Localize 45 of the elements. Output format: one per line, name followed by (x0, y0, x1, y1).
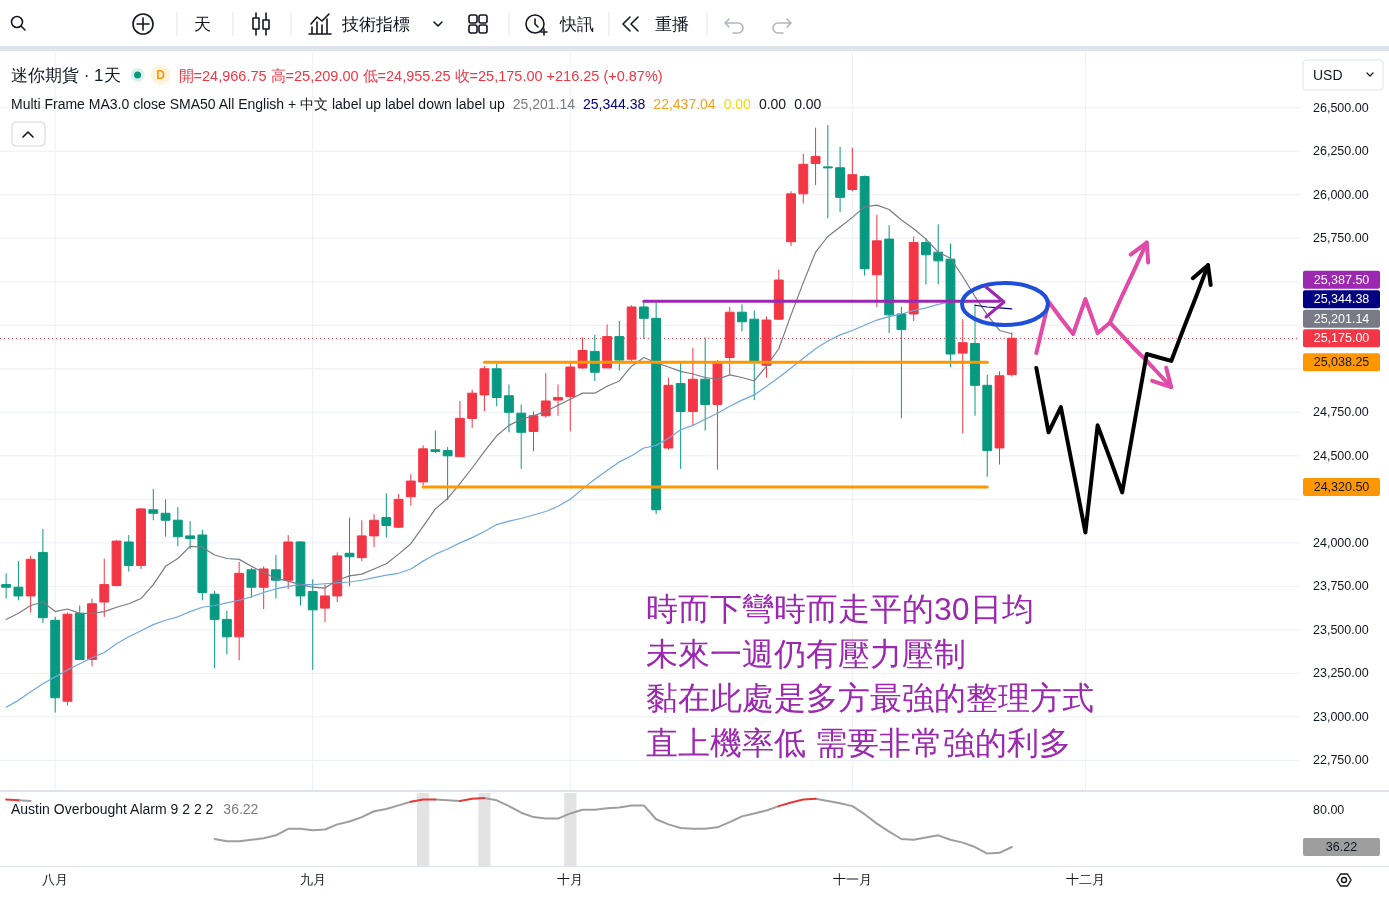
value-tag: 25,344.38 (1303, 290, 1380, 309)
annotation: 25,344.38 (583, 96, 646, 112)
annotation: 直上機率低 需要非常強的利多 (646, 725, 1071, 761)
value-tag: 36.22 (1303, 838, 1380, 856)
x-tick-label: 十一月 (832, 871, 872, 887)
text: 迷你期貨 · 1天 (11, 66, 121, 85)
annotation: 黏在此處是多方最強的整理方式 (646, 680, 1094, 716)
value-tag: 25,175.00 (1303, 329, 1380, 348)
y-tick-label: 22,750.00 (1313, 753, 1369, 768)
x-tick-label: 十二月 (1065, 871, 1105, 887)
text: 80.00 (1313, 802, 1345, 817)
text: 開=24,966.75 高=25,209.00 低=24,955.25 收=25,175.00 +216.25 (+0.87%) (178, 68, 663, 84)
value-tag: 24,320.50 (1303, 478, 1380, 497)
y-tick-label: 23,000.00 (1313, 709, 1369, 724)
x-tick-label: 八月 (42, 871, 69, 887)
annotation: 時而下彎時而走平的30日均 (646, 591, 1034, 627)
text: Austin Overbought Alarm 9 2 2 2 (11, 801, 214, 817)
text: USD (1313, 67, 1343, 83)
y-tick-label: 23,500.00 (1313, 622, 1369, 637)
y-tick-label: 26,250.00 (1313, 144, 1369, 159)
annotation: 0.00 (794, 96, 822, 112)
ref-line-label: 25,175.00 (1313, 331, 1370, 346)
annotation: 未來一週仍有壓力壓制 (646, 636, 966, 672)
y-tick-label: 25,750.00 (1313, 231, 1369, 246)
value-tag: 25,038.25 (1303, 353, 1380, 372)
y-tick-label: 24,500.00 (1313, 448, 1369, 463)
annotation: 25,201.14 (512, 96, 576, 112)
y-tick-label: 26,000.00 (1313, 187, 1369, 202)
annotation: Multi Frame MA3.0 close SMA50 All English + 中文 label up label down label up (11, 96, 505, 112)
x-tick-label: 九月 (299, 871, 326, 887)
annotation: 0.00 (758, 96, 787, 112)
y-tick-label: 24,750.00 (1313, 405, 1369, 420)
y-tick-label: 24,000.00 (1313, 535, 1369, 550)
annotation: 0.00 (723, 96, 752, 112)
x-tick-label: 十月 (557, 871, 584, 887)
annotation: D (156, 68, 166, 82)
y-tick-label: 23,750.00 (1313, 579, 1369, 594)
text: 技術指標 (341, 15, 410, 34)
text: 天 (193, 15, 211, 34)
text: 快訊 (559, 15, 594, 34)
text: 重播 (655, 15, 689, 34)
text: 36.22 (223, 801, 259, 817)
y-tick-label: 26,500.00 (1313, 100, 1369, 115)
y-tick-label: 23,250.00 (1313, 666, 1369, 681)
annotation: 22,437.04 (653, 96, 716, 112)
